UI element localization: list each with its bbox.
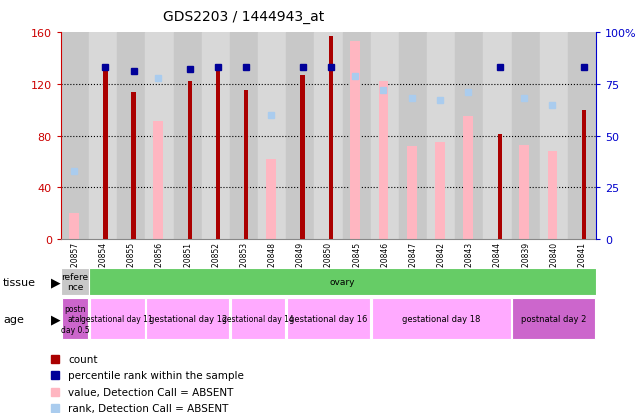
Text: gestational day 16: gestational day 16 — [289, 315, 368, 323]
Text: value, Detection Call = ABSENT: value, Detection Call = ABSENT — [68, 387, 233, 397]
Text: postn
atal
day 0.5: postn atal day 0.5 — [61, 304, 89, 334]
Bar — [258, 33, 287, 240]
Text: tissue: tissue — [3, 277, 36, 287]
Bar — [351, 42, 360, 240]
Bar — [370, 33, 399, 240]
Bar — [216, 69, 221, 240]
Bar — [266, 159, 276, 240]
Text: postnatal day 2: postnatal day 2 — [521, 315, 587, 323]
Bar — [146, 33, 174, 240]
Bar — [90, 299, 145, 339]
Bar — [174, 33, 202, 240]
Bar — [463, 117, 473, 240]
Text: gestational day 12: gestational day 12 — [149, 315, 227, 323]
Bar — [61, 268, 89, 295]
Bar — [455, 33, 483, 240]
Bar — [287, 33, 315, 240]
Text: gestational day 14: gestational day 14 — [222, 315, 294, 323]
Text: age: age — [3, 314, 24, 324]
Bar — [512, 299, 595, 339]
Bar — [89, 33, 117, 240]
Bar — [582, 110, 587, 240]
Bar — [512, 33, 540, 240]
Bar — [287, 299, 370, 339]
Text: refere
nce: refere nce — [62, 272, 88, 292]
Bar — [519, 145, 529, 240]
Bar — [497, 135, 502, 240]
Bar — [244, 91, 248, 240]
Bar — [406, 147, 417, 240]
Bar — [146, 299, 229, 339]
Bar — [301, 76, 304, 240]
Bar — [153, 122, 163, 240]
Text: ▶: ▶ — [51, 275, 61, 288]
Bar — [103, 72, 108, 240]
Bar — [202, 33, 230, 240]
Text: count: count — [68, 354, 97, 364]
Text: gestational day 18: gestational day 18 — [402, 315, 480, 323]
Bar — [372, 299, 511, 339]
Bar — [188, 82, 192, 240]
Bar — [483, 33, 512, 240]
Bar — [427, 33, 455, 240]
Text: ovary: ovary — [330, 278, 355, 286]
Bar — [435, 143, 445, 240]
Text: ▶: ▶ — [51, 313, 61, 325]
Bar — [61, 33, 89, 240]
Bar — [117, 33, 146, 240]
Bar — [399, 33, 427, 240]
Text: GDS2203 / 1444943_at: GDS2203 / 1444943_at — [163, 10, 324, 24]
Bar — [342, 33, 370, 240]
Bar — [230, 33, 258, 240]
Bar — [379, 82, 388, 240]
Bar — [69, 214, 78, 240]
Bar — [540, 33, 568, 240]
Bar — [329, 37, 333, 240]
Bar — [131, 93, 136, 240]
Bar — [568, 33, 596, 240]
Bar — [547, 152, 558, 240]
Bar — [62, 299, 88, 339]
Bar — [315, 33, 342, 240]
Text: gestational day 11: gestational day 11 — [81, 315, 153, 323]
Text: rank, Detection Call = ABSENT: rank, Detection Call = ABSENT — [68, 404, 228, 413]
Bar — [231, 299, 285, 339]
Text: percentile rank within the sample: percentile rank within the sample — [68, 370, 244, 380]
